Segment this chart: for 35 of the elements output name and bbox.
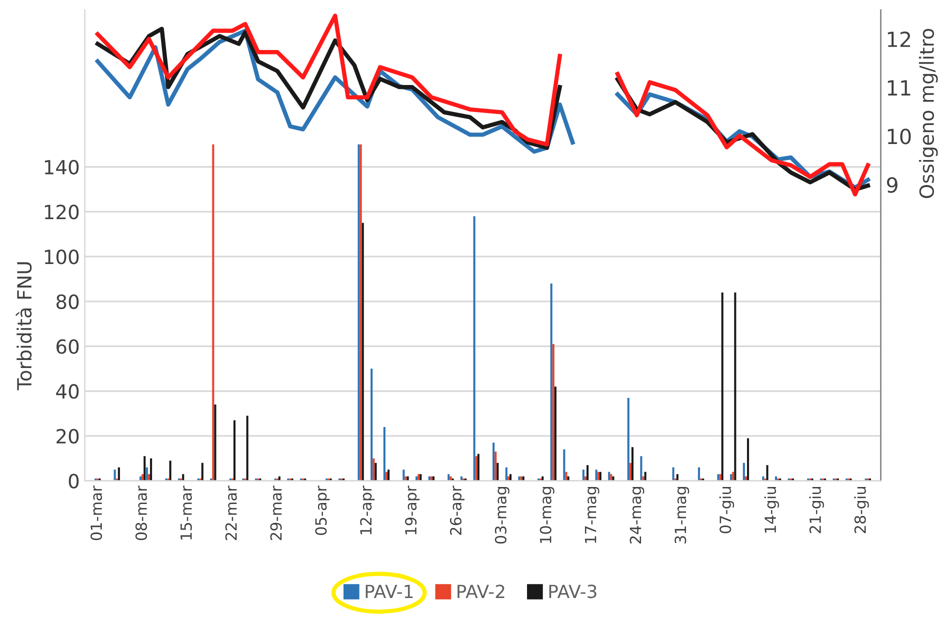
y-tick-label: 0 [68, 474, 79, 488]
x-tick-label: 26-apr [450, 486, 464, 535]
x-tick-label: 12-apr [360, 486, 375, 534]
x-tick-label: 05-apr [315, 486, 330, 535]
x-tick-label: 28-giu [854, 487, 869, 534]
y2-tick-label: 9 [886, 177, 898, 193]
legend-label: PAV-2 [458, 584, 504, 598]
y-tick-label: 120 [44, 204, 79, 220]
x-tick-label: 14-giu [764, 487, 780, 533]
x-tick-label: 17-mag [584, 487, 600, 543]
legend-label: PAV-1 [366, 584, 413, 598]
y-tick-label: 20 [56, 428, 79, 444]
y-axis-title: Torbidità FNU [16, 262, 32, 390]
x-tick-label: 21-giu [809, 487, 824, 534]
x-tick-label: 29-mar [270, 486, 282, 540]
x-tick-label: 19-apr [405, 486, 420, 534]
y-tick-label: 40 [56, 384, 79, 399]
y-tick-label: 100 [44, 250, 79, 264]
legend-label: PAV-3 [549, 584, 596, 598]
x-tick-label: 01-mar [90, 486, 102, 540]
y2-tick-label: 12 [888, 31, 910, 47]
x-tick-label: 24-mag [630, 487, 644, 544]
x-tick-label: 10-mag [540, 487, 554, 543]
x-tick-label: 07-giu [719, 487, 734, 534]
y2-axis-title: Ossigeno mg/litro [918, 28, 938, 198]
y-tick-label: 60 [56, 339, 79, 354]
x-tick-label: 15-mar [180, 486, 192, 540]
x-tick-label: 31-mag [674, 487, 690, 544]
y-tick-label: 140 [44, 160, 79, 175]
x-tick-label: 22-mar [225, 486, 237, 540]
x-tick-label: 08-mar [135, 486, 147, 540]
x-tick-label: 03-mag [494, 487, 510, 544]
y-tick-label: 80 [56, 294, 79, 310]
y2-tick-label: 10 [888, 128, 911, 144]
y2-tick-label: 11 [888, 80, 910, 96]
